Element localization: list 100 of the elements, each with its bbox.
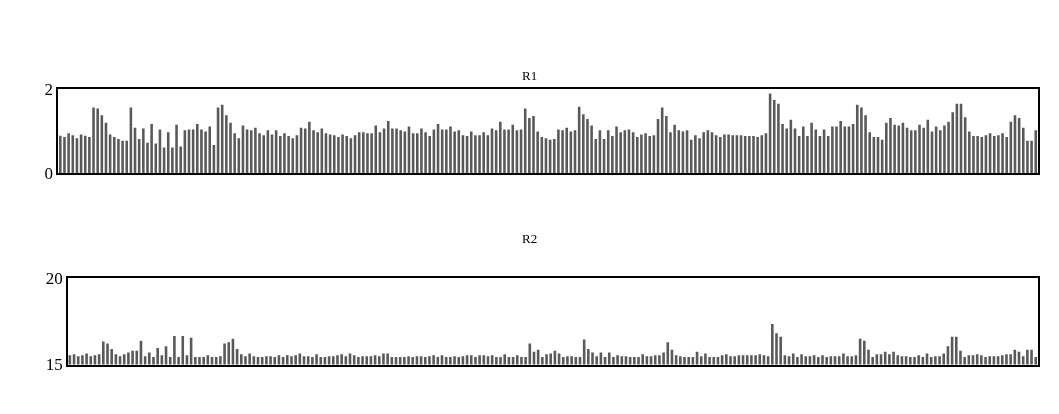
- bar: [1001, 133, 1004, 173]
- bar: [1022, 127, 1025, 173]
- bar: [810, 122, 813, 173]
- bar: [337, 136, 340, 173]
- bar: [395, 128, 398, 173]
- bar: [648, 136, 652, 173]
- bar: [943, 125, 946, 173]
- bar: [345, 136, 348, 173]
- bar: [885, 122, 888, 173]
- bar: [997, 135, 1000, 173]
- bar: [992, 136, 996, 173]
- bar: [399, 130, 402, 173]
- y-tick-label: 0: [44, 163, 54, 183]
- bar: [117, 139, 120, 173]
- bar: [561, 130, 564, 173]
- bar: [362, 132, 365, 173]
- bar: [909, 130, 913, 173]
- bar: [731, 135, 735, 173]
- bar: [92, 107, 95, 173]
- bar: [565, 127, 568, 173]
- bar: [175, 124, 178, 173]
- bar: [951, 112, 955, 173]
- bar: [386, 121, 390, 173]
- bar: [420, 128, 423, 173]
- bar: [897, 125, 901, 173]
- bar: [756, 136, 759, 173]
- chart-title: R2: [522, 231, 538, 246]
- bar: [445, 129, 448, 173]
- bar: [287, 136, 290, 173]
- bar: [831, 126, 834, 173]
- bar: [279, 136, 282, 173]
- bar: [635, 136, 639, 173]
- bar: [922, 127, 925, 173]
- bar: [59, 135, 62, 173]
- bar: [644, 133, 647, 173]
- bar: [208, 126, 212, 173]
- bar: [772, 100, 776, 173]
- bar: [96, 108, 99, 173]
- bar: [968, 131, 971, 173]
- bar: [665, 115, 668, 173]
- bar: [889, 118, 892, 173]
- bar: [316, 132, 319, 173]
- y-tick-label: 2: [44, 80, 54, 100]
- bar: [507, 129, 510, 173]
- bar: [332, 135, 336, 173]
- bar: [291, 138, 295, 173]
- bar: [415, 133, 419, 173]
- y-tick-label: 15: [45, 355, 63, 375]
- bar: [125, 140, 129, 173]
- bar: [150, 123, 153, 173]
- bar: [308, 121, 311, 173]
- bar: [249, 130, 253, 173]
- bar: [785, 128, 788, 173]
- bar: [482, 132, 485, 173]
- bar: [727, 134, 730, 173]
- bar: [474, 135, 477, 173]
- bar: [366, 133, 369, 173]
- bar: [586, 118, 589, 173]
- bar: [802, 126, 805, 173]
- bar: [719, 136, 722, 173]
- bar: [615, 126, 618, 173]
- bar: [528, 118, 531, 173]
- bar: [374, 125, 378, 173]
- bar: [1034, 130, 1038, 173]
- bar: [225, 115, 228, 173]
- bar: [694, 135, 697, 173]
- bar: [449, 126, 452, 173]
- chart-title: R1: [522, 68, 538, 83]
- bar: [918, 124, 921, 173]
- bar: [702, 132, 705, 173]
- bar: [63, 136, 66, 173]
- bar: [557, 129, 560, 173]
- bar: [752, 136, 755, 173]
- bar: [532, 115, 535, 173]
- bar: [938, 130, 942, 173]
- bar: [839, 121, 842, 173]
- bar: [67, 133, 70, 173]
- bar: [142, 128, 145, 173]
- bar: [855, 104, 859, 173]
- bar: [478, 135, 481, 173]
- bar: [83, 135, 87, 173]
- bar: [341, 134, 344, 173]
- bar: [196, 123, 199, 173]
- bar: [606, 130, 610, 173]
- bar: [71, 135, 75, 173]
- bar: [640, 134, 643, 173]
- bar: [723, 134, 726, 173]
- bar: [980, 136, 984, 173]
- bar: [121, 140, 124, 173]
- bar: [976, 136, 979, 173]
- bar: [860, 107, 863, 173]
- bar: [262, 135, 265, 173]
- bar: [499, 121, 502, 173]
- bar: [582, 114, 585, 173]
- bar: [428, 136, 432, 173]
- bar: [689, 139, 693, 173]
- bar: [511, 124, 515, 173]
- bar: [424, 132, 427, 173]
- bar: [166, 132, 170, 173]
- bar: [777, 103, 780, 173]
